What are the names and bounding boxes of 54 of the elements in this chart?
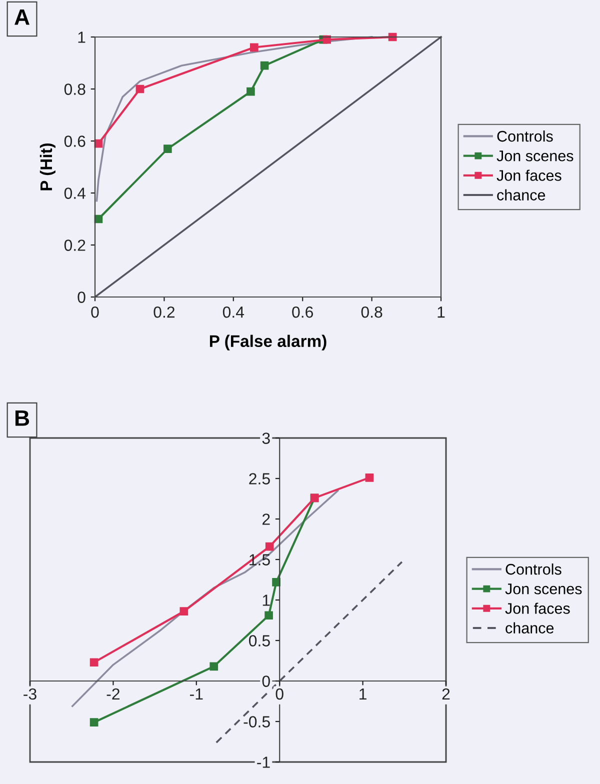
y-tick-label: 0.4: [64, 188, 86, 199]
point: [163, 144, 172, 153]
y-axis-title: P (Hit): [40, 143, 56, 190]
point: [246, 87, 255, 96]
x-tick-label: -1: [190, 688, 203, 700]
legend-label: Jon scenes: [505, 584, 582, 594]
x-tick-label: 0: [276, 688, 284, 700]
x-tick-label: 0.8: [361, 306, 382, 318]
y-tick-label: 1: [262, 594, 270, 606]
legend-label: chance: [497, 189, 546, 200]
legend-label: Controls: [497, 130, 553, 142]
point: [260, 61, 269, 70]
y-tick-label: 0.2: [64, 240, 86, 251]
line-series: [72, 490, 339, 708]
point: [365, 474, 374, 482]
y-tick-label: 2.5: [249, 473, 270, 484]
y-tick-label: 0: [78, 292, 86, 303]
point: [322, 35, 331, 44]
y-tick-label: 0: [262, 676, 270, 687]
y-tick-label: -0.5: [244, 716, 270, 728]
y-tick-label: 1: [78, 32, 86, 43]
y-tick-label: -1: [257, 756, 270, 768]
chart-title: A: [14, 9, 30, 25]
chart-title: B: [15, 410, 30, 426]
x-tick-label: 0: [91, 306, 99, 318]
legend-label: chance: [506, 622, 554, 634]
x-tick-label: 0.4: [222, 306, 244, 318]
point: [180, 607, 188, 616]
x-tick-label: 0.6: [292, 306, 313, 318]
point: [210, 662, 218, 671]
x-tick-label: -2: [106, 688, 120, 700]
legend-label: Jon faces: [505, 602, 570, 614]
x-axis-title: P (False alarm): [210, 334, 326, 350]
x-tick-label: 1: [438, 306, 445, 318]
line-series: [96, 36, 373, 202]
point: [265, 542, 274, 551]
y-tick-label: 0.6: [64, 136, 86, 147]
point: [250, 43, 258, 52]
legend-label: Jon faces: [496, 170, 562, 181]
point: [272, 578, 280, 586]
x-tick-label: 2: [442, 688, 450, 700]
y-tick-label: 0.5: [248, 635, 270, 646]
legend-label: Jon scenes: [496, 150, 574, 162]
x-tick-label: -3: [24, 688, 36, 700]
point: [90, 718, 98, 726]
y-tick-label: 0.8: [64, 84, 86, 95]
point: [90, 658, 98, 667]
y-tick-label: 3: [262, 432, 270, 444]
y-tick-label: 2: [262, 514, 270, 525]
point: [264, 611, 273, 620]
legend-label: Controls: [506, 563, 562, 575]
x-tick-label: 0.2: [154, 306, 174, 318]
x-tick-label: 1: [360, 688, 366, 700]
point: [136, 84, 144, 94]
